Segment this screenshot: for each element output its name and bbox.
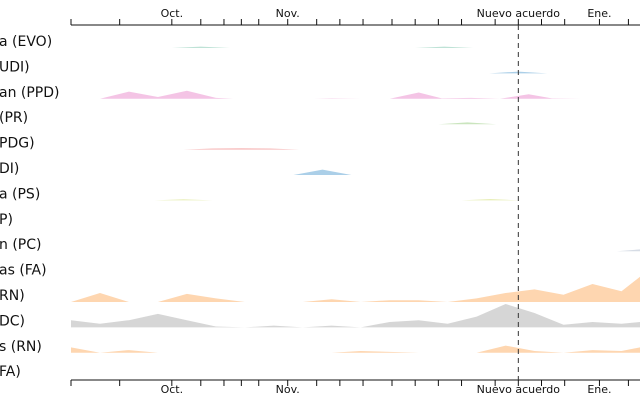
bottom-axis: Oct. Nov. Nuevo acuerdo Ene. [70,379,640,396]
row-label-9: n (PC) [0,237,41,253]
series-area-12 [71,304,640,328]
row-label-5: PDG) [0,136,35,152]
top-axis: Oct. Nov. Nuevo acuerdo Ene. [70,7,640,26]
row-label-12: DC) [0,313,25,329]
row-label-4: (PR) [0,110,28,126]
series-area-1 [171,46,474,48]
top-axis-tick-label-4: Ene. [587,7,611,20]
top-axis-tick-label-3: Nuevo acuerdo [477,7,561,20]
series-area-7 [154,199,520,201]
row-label-8: P) [0,212,13,228]
row-label-7: a (PS) [0,186,40,202]
series-area-4 [438,122,497,125]
row-label-11: RN) [0,288,25,304]
bottom-axis-tick-label-4: Ene. [587,383,611,396]
row-labels: a (EVO) UDI) an (PPD) (PR) PDG) DI) a (PS) P) n … [0,34,60,380]
row-label-6: DI) [0,161,19,177]
row-label-10: as (FA) [0,263,47,279]
series-area-13 [71,345,640,353]
row-label-3: an (PPD) [0,85,60,101]
row-label-2: UDI) [0,59,30,75]
bottom-axis-tick-label-1: Oct. [161,383,184,396]
row-label-1: a (EVO) [0,34,52,50]
series-area-11 [71,276,640,302]
top-axis-tick-label-1: Oct. [161,7,184,20]
row-label-14: FA) [0,364,21,380]
series-area-3 [71,90,640,99]
series-area-6 [293,169,352,175]
row-label-13: s (RN) [0,339,42,355]
bottom-axis-tick-label-2: Nov. [276,383,300,396]
bottom-axis-tick-label-3: Nuevo acuerdo [477,383,561,396]
top-axis-tick-label-2: Nov. [276,7,300,20]
series-area-5 [183,148,300,150]
series-area-9 [616,249,640,252]
ridgeline-areas [71,46,640,353]
